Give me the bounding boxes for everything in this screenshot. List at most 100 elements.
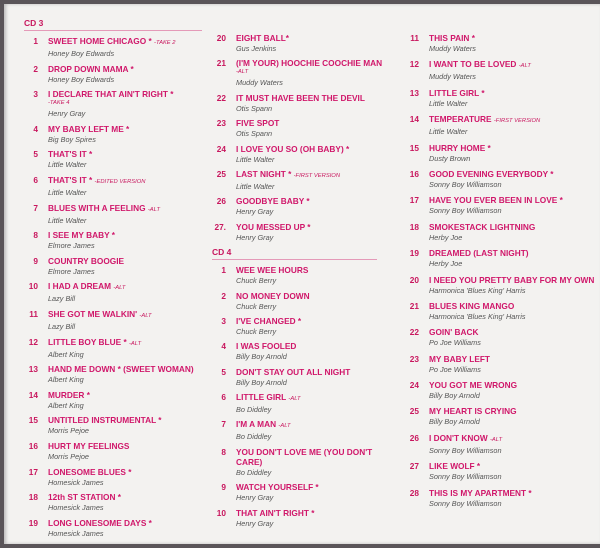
track-title-text: YOU DON'T LOVE ME (YOU DON'T CARE) [236,446,373,467]
track-title-text: SMOKESTACK LIGHTNING [429,221,536,232]
track-title-text: EIGHT BALL* [236,33,290,43]
track-number: 27. [214,221,226,232]
track-artist: Billy Boy Arnold [236,352,287,362]
track-artist: Albert King [48,375,84,385]
track-title-text: DROP DOWN MAMA * [48,63,134,74]
track-note: -TAKE 2 [154,40,176,46]
track-number: 4 [33,123,38,134]
track-number: 1 [221,265,226,276]
track-artist: Honey Boy Edwards [48,49,115,58]
track-artist: Albert King [48,400,84,410]
track-item: 13 LITTLE GIRL * Little Walter [405,88,597,109]
track-number: 9 [221,482,226,493]
track-title-text: SWEET HOME CHICAGO * [48,36,152,46]
track-note: -ALT [489,436,503,443]
track-number: 12 [28,336,38,347]
track-item: 17 HAVE YOU EVER BEEN IN LOVE * Sonny Boy… [405,195,597,216]
track-item: 5 DON'T STAY OUT ALL NIGHT Billy Boy Arno… [212,367,388,388]
track-artist: Lazy Bill [48,294,76,304]
track-number: 25 [409,406,419,417]
track-number: 12 [409,59,419,70]
track-title-text: BLUES KING MANGO [429,300,515,311]
track-item: 14 MURDER * Albert King [24,390,210,411]
track-item: 21 BLUES KING MANGO Harmonica 'Blues King… [405,301,597,322]
track-artist: Dusty Brown [429,153,471,163]
track-number: 14 [28,389,38,400]
track-title: WEE WEE HOURS [236,265,388,275]
track-artist: Morris Pejoe [48,426,89,436]
track-title: GOOD EVENING EVERYBODY * [429,169,597,179]
track-title-text: LONG LONESOME DAYS * [48,517,152,528]
track-title-text: DON'T STAY OUT ALL NIGHT [236,366,351,377]
track-number: 18 [409,221,419,232]
track-item: 19 DREAMED (LAST NIGHT) Herby Joe [405,248,597,269]
track-number: 22 [216,92,226,103]
track-note: -EDITED VERSION [94,178,146,185]
track-title-text: IT MUST HAVE BEEN THE DEVIL [236,92,365,103]
track-note: -FIRST VERSION [493,118,541,125]
track-artist: Sonny Boy Williamson [429,206,502,216]
track-title: HURT MY FEELINGS [48,441,210,451]
track-artist: Bo Diddley [236,467,272,477]
track-title: LITTLE GIRL -ALT [236,392,388,404]
track-note: -ALT [288,396,301,403]
track-title: I'M A MAN -ALT [236,419,388,431]
track-artist: Little Walter [429,127,468,137]
track-item: 6 LITTLE GIRL -ALT Bo Diddley [212,392,388,415]
track-artist: Chuck Berry [236,301,277,311]
track-artist: Chuck Berry [236,326,277,336]
track-artist: Harmonica 'Blues King' Harris [429,311,526,321]
track-item: 3 I DECLARE THAT AIN'T RIGHT * -TAKE 4 Hen… [24,89,210,119]
track-title-text: THAT'S IT * [48,174,93,185]
track-title-text: COUNTRY BOOGIE [48,255,125,266]
track-title-text: I WAS FOOLED [236,341,297,352]
track-artist: Henry Gray [236,207,274,217]
track-title: LAST NIGHT * -FIRST VERSION [236,169,388,181]
track-title: LITTLE BOY BLUE * -ALT [48,337,210,349]
track-number: 10 [28,281,38,292]
track-number: 28 [409,487,419,498]
track-number: 18 [28,492,38,503]
track-number: 26 [216,196,226,207]
track-number: 21 [216,58,226,69]
track-number: 11 [29,308,38,319]
track-title-text: LITTLE GIRL * [429,87,485,98]
track-note: -ALT [128,340,142,347]
track-title: DROP DOWN MAMA * [48,64,210,74]
track-item: 3 I'VE CHANGED * Chuck Berry [212,316,388,337]
track-title-text: I WANT TO BE LOVED [429,59,517,70]
track-artist: Elmore James [48,241,95,251]
track-number: 23 [409,353,419,364]
track-title: I NEED YOU PRETTY BABY FOR MY OWN [429,275,597,285]
track-number: 25 [216,168,226,179]
track-item: 14 TEMPERATURE -FIRST VERSION Little Walt… [405,114,597,137]
track-title-text: GOIN' BACK [429,327,479,338]
track-item: 18 SMOKESTACK LIGHTNING Herby Joe [405,222,597,243]
track-title: BLUES WITH A FEELING -ALT [48,203,210,215]
track-title-text: LITTLE BOY BLUE * [48,336,127,347]
track-title-text: THIS PAIN * [429,33,475,43]
track-artist: Big Boy Spires [48,134,96,144]
track-note: -ALT [147,206,161,213]
track-number: 24 [409,380,419,391]
track-title-text: HAVE YOU EVER BEEN IN LOVE * [429,195,563,206]
track-title-text: 12th ST STATION * [48,492,121,503]
track-number: 3 [33,89,38,100]
track-item: 15 UNTITLED INSTRUMENTAL * Morris Pejoe [24,415,210,436]
track-title-text: HURT MY FEELINGS [48,440,130,451]
track-item: 4 I WAS FOOLED Billy Boy Arnold [212,341,388,362]
track-artist: Otis Spann [236,103,273,113]
track-number: 15 [409,142,419,153]
track-number: 4 [221,341,226,352]
track-item: 7 BLUES WITH A FEELING -ALT Little Walter [24,203,210,226]
track-item: 2 NO MONEY DOWN Chuck Berry [212,291,388,312]
track-title: I DON'T KNOW -ALT [429,433,597,445]
track-artist: Lazy Bill [48,321,76,331]
track-title: GOODBYE BABY * [236,196,388,206]
track-title-text: I'M A MAN [236,419,277,430]
track-item: 12 LITTLE BOY BLUE * -ALT Albert King [24,337,210,360]
track-title: (I'M YOUR) HOOCHIE COOCHIE MAN [236,58,388,68]
track-artist: Honey Boy Edwards [48,74,115,84]
track-item: 7 I'M A MAN -ALT Bo Diddley [212,419,388,442]
track-number: 23 [216,118,226,129]
